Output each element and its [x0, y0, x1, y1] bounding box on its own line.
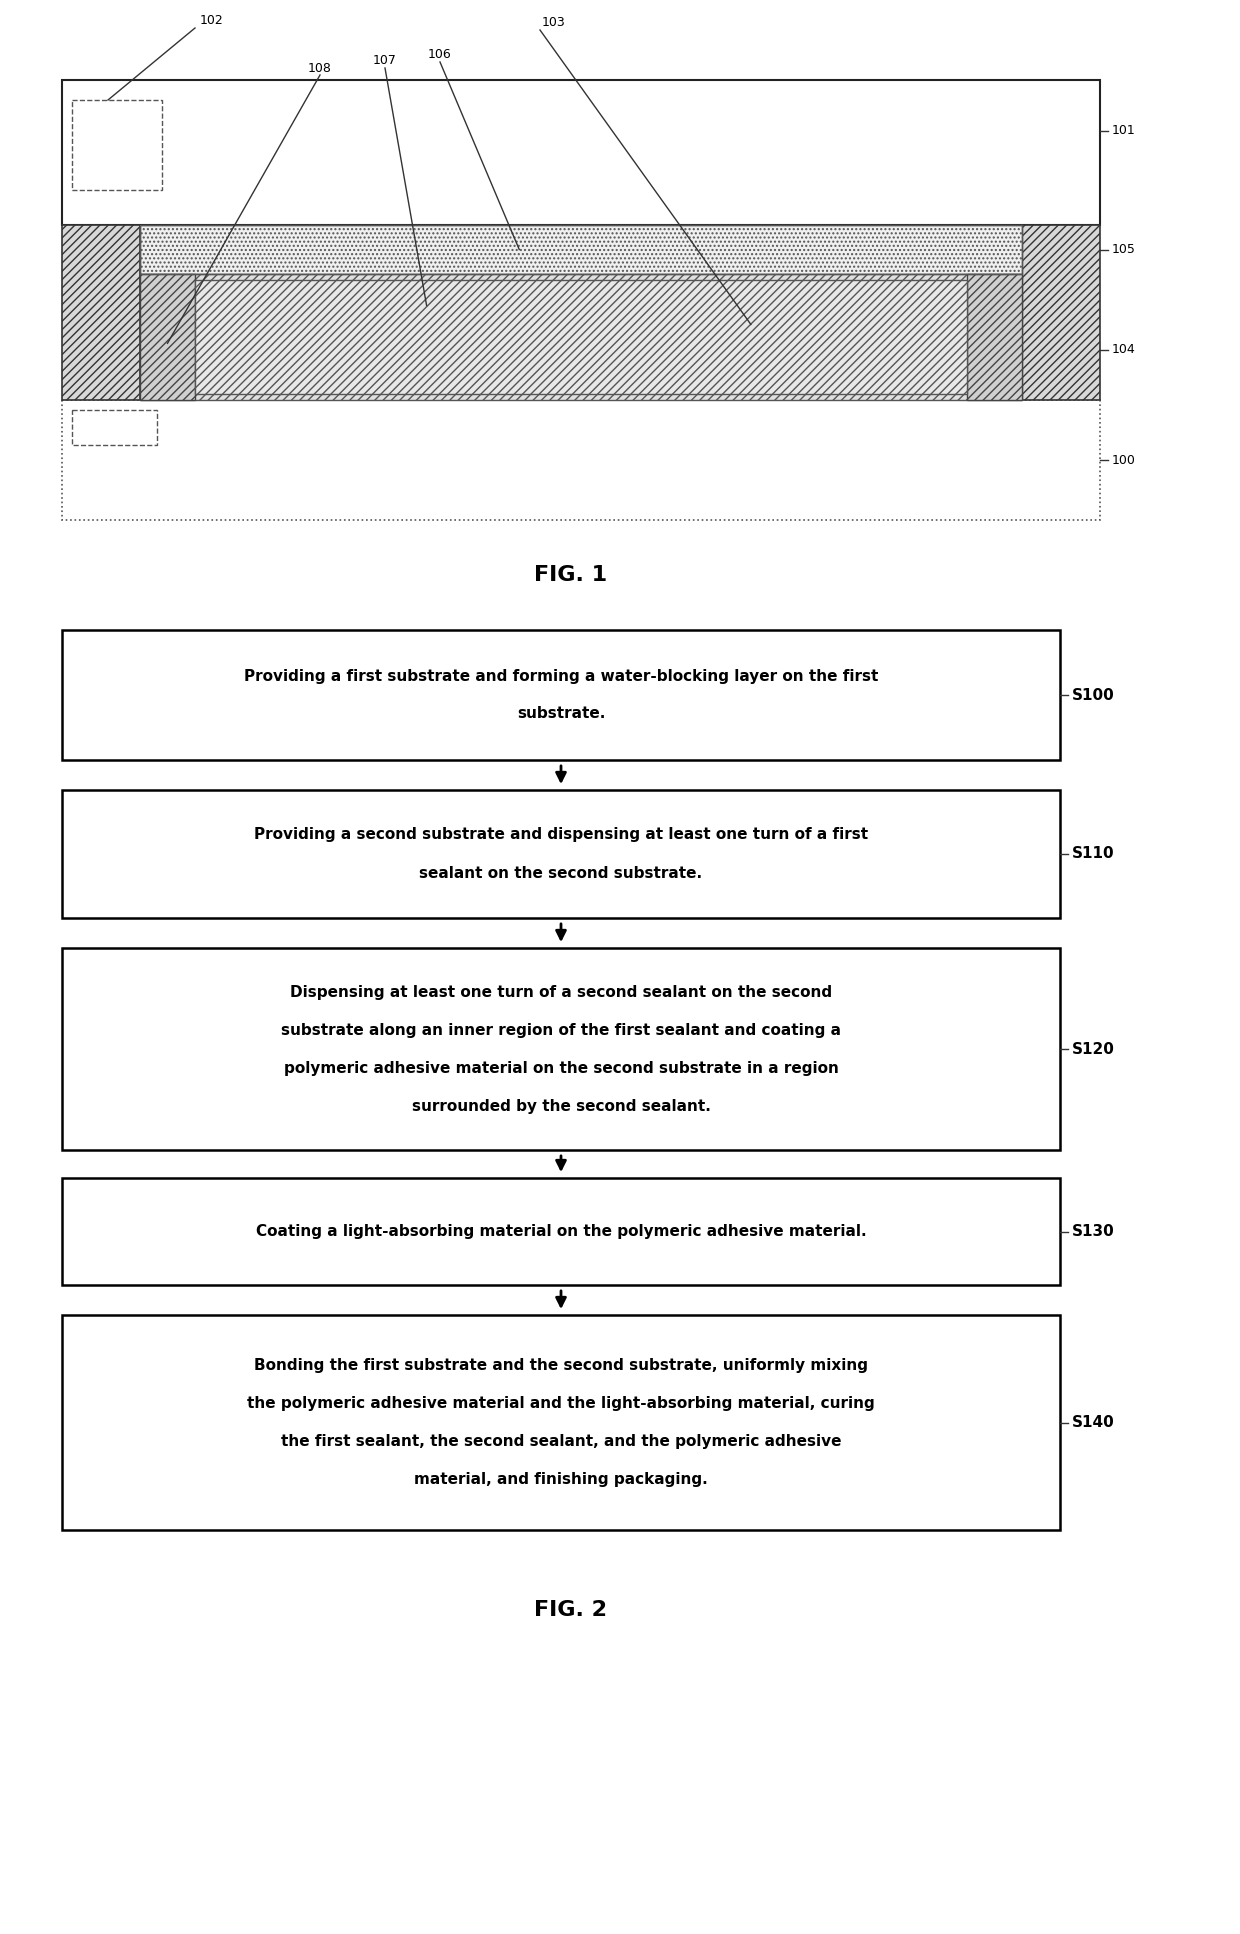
Text: Dispensing at least one turn of a second sealant on the second: Dispensing at least one turn of a second…: [290, 984, 832, 1000]
Text: S120: S120: [1073, 1042, 1115, 1056]
Text: the first sealant, the second sealant, and the polymeric adhesive: the first sealant, the second sealant, a…: [280, 1433, 841, 1449]
Bar: [62, 948, 1060, 1151]
Bar: [62, 1315, 1060, 1530]
Text: S130: S130: [1073, 1224, 1115, 1240]
Text: 102: 102: [200, 14, 223, 27]
Text: 100: 100: [1112, 453, 1136, 466]
Text: substrate.: substrate.: [517, 706, 605, 721]
Bar: [62, 630, 1060, 760]
Bar: [140, 275, 195, 400]
Text: S140: S140: [1073, 1416, 1115, 1429]
Text: S100: S100: [1073, 687, 1115, 702]
Text: 104: 104: [1112, 342, 1136, 356]
Bar: [62, 1178, 1060, 1284]
Text: FIG. 1: FIG. 1: [534, 565, 606, 584]
Bar: [195, 280, 967, 395]
Bar: [62, 400, 1100, 520]
Text: substrate along an inner region of the first sealant and coating a: substrate along an inner region of the f…: [281, 1023, 841, 1037]
Text: 107: 107: [373, 54, 397, 66]
Text: 101: 101: [1112, 124, 1136, 137]
Text: Providing a first substrate and forming a water-blocking layer on the first: Providing a first substrate and forming …: [244, 669, 878, 683]
Text: polymeric adhesive material on the second substrate in a region: polymeric adhesive material on the secon…: [284, 1060, 838, 1075]
Text: material, and finishing packaging.: material, and finishing packaging.: [414, 1472, 708, 1487]
Text: the polymeric adhesive material and the light-absorbing material, curing: the polymeric adhesive material and the …: [247, 1396, 875, 1412]
Text: 106: 106: [428, 48, 451, 62]
Bar: [1022, 224, 1100, 400]
Text: S110: S110: [1073, 847, 1115, 861]
Text: FIG. 2: FIG. 2: [534, 1599, 606, 1621]
Bar: [140, 224, 1022, 275]
Text: Coating a light-absorbing material on the polymeric adhesive material.: Coating a light-absorbing material on th…: [255, 1224, 867, 1240]
Text: 108: 108: [308, 62, 332, 75]
Bar: [140, 275, 1022, 400]
Bar: [72, 101, 162, 190]
Text: 105: 105: [1112, 244, 1136, 255]
Text: 103: 103: [542, 15, 565, 29]
Bar: [62, 789, 1060, 919]
Bar: [140, 224, 1022, 275]
Text: Providing a second substrate and dispensing at least one turn of a first: Providing a second substrate and dispens…: [254, 828, 868, 843]
Bar: [62, 79, 1100, 224]
Bar: [62, 224, 140, 400]
Text: sealant on the second substrate.: sealant on the second substrate.: [419, 866, 703, 880]
Bar: [967, 275, 1022, 400]
Text: Bonding the first substrate and the second substrate, uniformly mixing: Bonding the first substrate and the seco…: [254, 1358, 868, 1373]
Text: surrounded by the second sealant.: surrounded by the second sealant.: [412, 1099, 711, 1114]
Bar: [72, 410, 157, 445]
